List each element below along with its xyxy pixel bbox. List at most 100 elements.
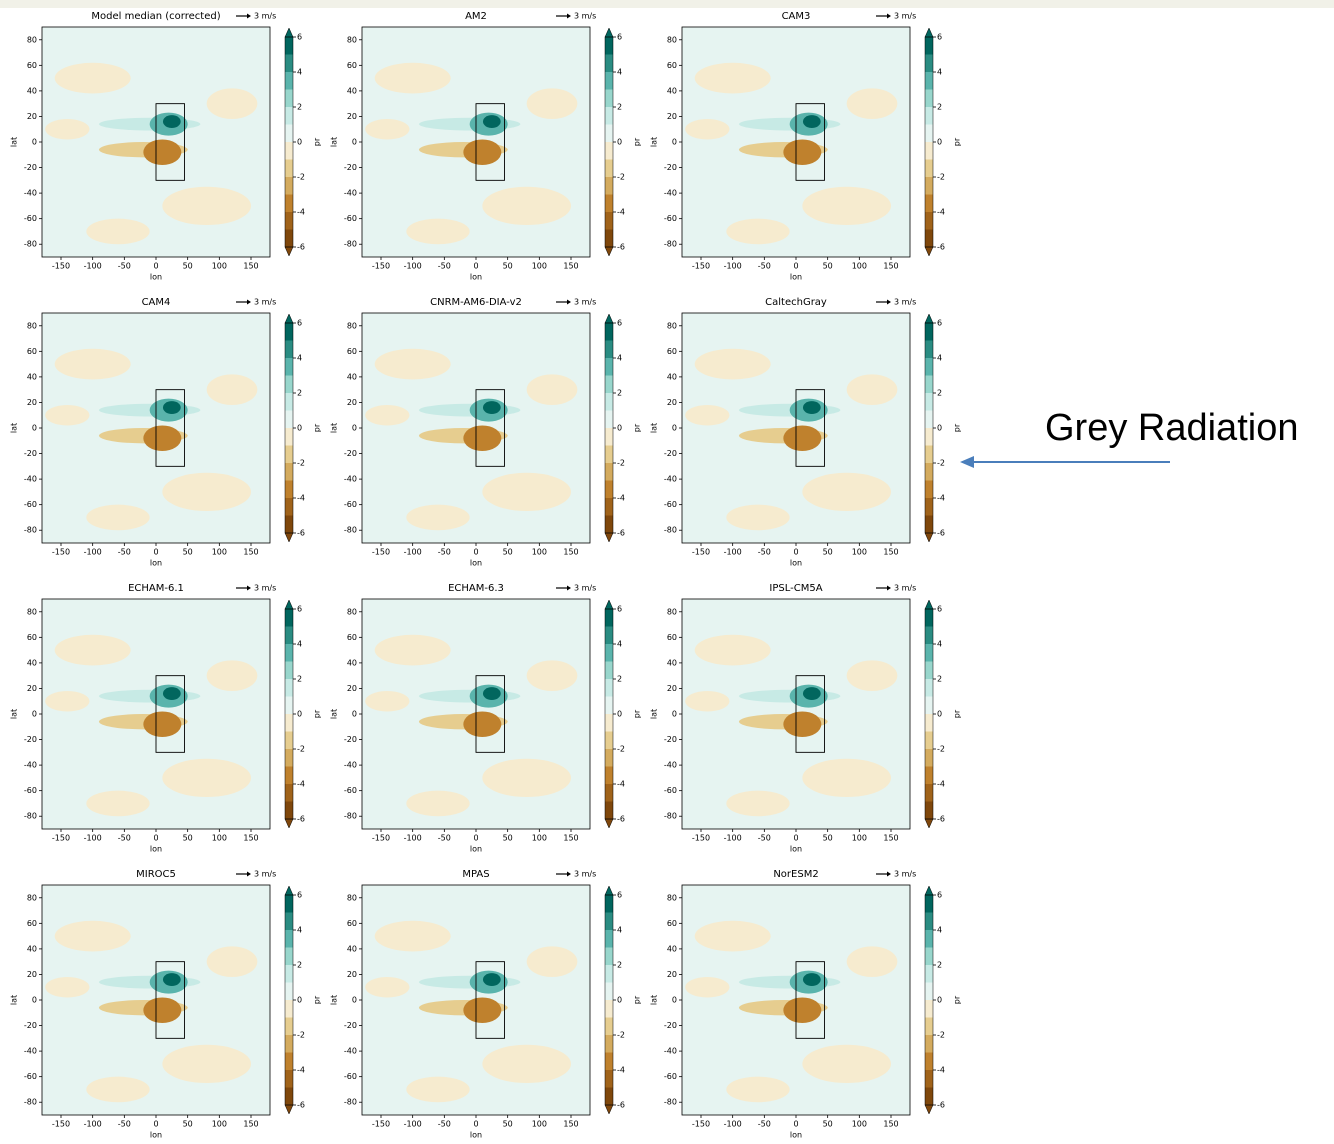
quiver-key-label: 3 m/s xyxy=(894,870,916,879)
colorbar-band xyxy=(605,480,613,498)
field-patch xyxy=(694,62,771,94)
colorbar-band xyxy=(925,731,933,749)
field-patch xyxy=(206,374,258,405)
y-tick-label: -20 xyxy=(24,1021,37,1030)
x-tick-label: 150 xyxy=(243,262,258,271)
colorbar-tick-label: -4 xyxy=(617,780,625,789)
colorbar-band xyxy=(925,124,933,142)
colorbar-tick-label: 6 xyxy=(297,605,302,614)
colorbar-band xyxy=(285,784,293,802)
colorbar-tick-label: -6 xyxy=(297,1101,305,1110)
colorbar-tick-label: 6 xyxy=(937,891,942,900)
field-patch xyxy=(482,758,571,798)
colorbar-extend-top xyxy=(924,27,934,38)
colorbar-extend-top xyxy=(924,885,934,896)
field-band xyxy=(802,687,821,700)
colorbar-band xyxy=(605,159,613,177)
field-band xyxy=(162,973,181,986)
colorbar-band xyxy=(285,626,293,644)
region-box xyxy=(475,961,505,1039)
field-patch xyxy=(802,1044,892,1084)
colorbar-band xyxy=(605,965,613,983)
quiver-key-label: 3 m/s xyxy=(894,12,916,21)
colorbar-band xyxy=(605,212,613,230)
colorbar-band xyxy=(285,1052,293,1070)
region-box xyxy=(475,103,505,181)
x-tick-label: 0 xyxy=(153,548,158,557)
field-patch xyxy=(374,920,451,952)
field-patch xyxy=(694,920,771,952)
y-tick-label: -80 xyxy=(344,240,357,249)
colorbar-tick-label: 4 xyxy=(617,354,622,363)
x-tick-label: 150 xyxy=(563,262,578,271)
colorbar-tick-label: 0 xyxy=(297,996,302,1005)
quiver-key-head xyxy=(247,871,251,877)
x-tick-label: 150 xyxy=(243,834,258,843)
y-tick-label: -40 xyxy=(664,1047,677,1056)
colorbar-extend-bottom xyxy=(284,1104,294,1115)
colorbar-tick-label: -2 xyxy=(937,459,945,468)
x-tick-label: -50 xyxy=(438,548,451,557)
colorbar-band xyxy=(285,965,293,983)
colorbar-extend-top xyxy=(284,599,294,610)
y-tick-label: 20 xyxy=(667,684,677,693)
region-box xyxy=(475,675,505,753)
y-tick-label: 20 xyxy=(347,684,357,693)
field-band xyxy=(463,139,502,166)
y-tick-label: 20 xyxy=(667,970,677,979)
x-tick-label: -100 xyxy=(724,1120,742,1129)
y-tick-label: -20 xyxy=(344,449,357,458)
colorbar-tick-label: 0 xyxy=(297,138,302,147)
colorbar-tick-label: 2 xyxy=(937,103,942,112)
x-tick-label: -150 xyxy=(692,548,710,557)
colorbar-extend-top xyxy=(924,599,934,610)
y-tick-label: 80 xyxy=(27,893,37,902)
colorbar-tick-label: 0 xyxy=(937,710,942,719)
x-tick-label: 150 xyxy=(563,1120,578,1129)
colorbar-band xyxy=(605,714,613,732)
colorbar-tick-label: 4 xyxy=(937,68,942,77)
colorbar-band xyxy=(925,626,933,644)
y-tick-label: 60 xyxy=(667,61,677,70)
colorbar-band xyxy=(285,947,293,965)
field-patch xyxy=(206,660,258,692)
colorbar-band xyxy=(605,37,613,55)
x-tick-label: -100 xyxy=(404,548,422,557)
x-tick-label: -50 xyxy=(438,834,451,843)
field-band xyxy=(783,425,822,451)
colorbar-band xyxy=(925,375,933,393)
field-band xyxy=(463,711,502,737)
colorbar-band xyxy=(925,142,933,160)
colorbar-band xyxy=(925,801,933,819)
colorbar-tick-label: 2 xyxy=(297,675,302,684)
y-tick-label: -60 xyxy=(24,500,37,509)
colorbar-label: pr xyxy=(313,995,322,1004)
colorbar-band xyxy=(605,515,613,533)
field-patch xyxy=(374,634,451,666)
colorbar-band xyxy=(925,498,933,516)
colorbar-band xyxy=(285,1087,293,1105)
field-band xyxy=(783,997,822,1023)
field xyxy=(42,313,270,543)
y-tick-label: 80 xyxy=(347,893,357,902)
region-box xyxy=(795,675,825,753)
panel-title: MIROC5 xyxy=(136,869,176,880)
colorbar-band xyxy=(925,463,933,481)
quiver-key-label: 3 m/s xyxy=(574,298,596,307)
y-axis-label: lat xyxy=(330,423,339,433)
colorbar-band xyxy=(605,463,613,481)
y-axis-label: lat xyxy=(10,423,19,433)
field-patch xyxy=(685,977,730,998)
x-tick-label: -50 xyxy=(438,262,451,271)
colorbar-band xyxy=(285,714,293,732)
quiver-key-label: 3 m/s xyxy=(894,298,916,307)
colorbar-tick-label: -2 xyxy=(297,173,305,182)
colorbar-band xyxy=(925,358,933,376)
colorbar-band xyxy=(925,930,933,948)
colorbar-tick-label: -2 xyxy=(937,173,945,182)
colorbar-band xyxy=(285,1000,293,1018)
y-tick-label: 40 xyxy=(27,658,37,667)
colorbar-band xyxy=(285,159,293,177)
y-tick-label: -20 xyxy=(664,163,677,172)
y-tick-label: 60 xyxy=(667,347,677,356)
